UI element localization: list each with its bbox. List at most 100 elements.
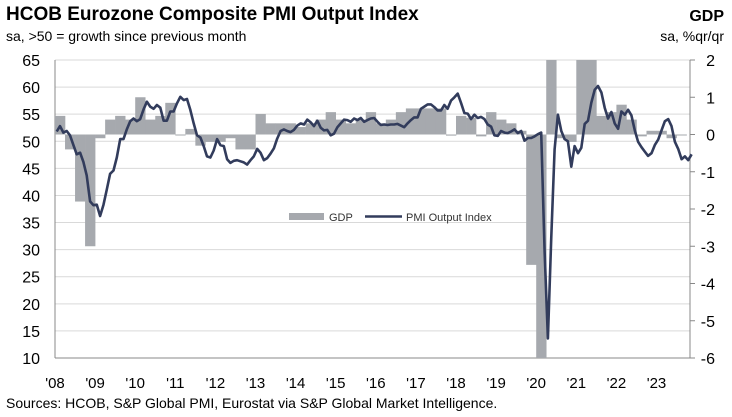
x-tick-label: '14: [286, 375, 306, 392]
gdp-bar: [596, 115, 607, 135]
x-tick-label: '20: [526, 375, 546, 392]
right-tick-label: -4: [701, 277, 715, 294]
x-tick-label: '16: [366, 375, 386, 392]
gdp-bar: [496, 119, 507, 135]
right-tick-label: -1: [701, 165, 715, 182]
gdp-bar: [205, 134, 216, 142]
gdp-bar: [325, 112, 336, 135]
gdp-bar: [285, 123, 296, 135]
x-tick-label: '15: [326, 375, 346, 392]
gdp-bar: [546, 60, 557, 135]
gdp-bar: [335, 119, 347, 135]
chart-title: HCOB Eurozone Composite PMI Output Index: [6, 4, 419, 25]
gdp-bar: [295, 127, 306, 135]
gdp-bar: [265, 123, 276, 135]
right-axis-subtitle: sa, %qr/qr: [660, 28, 724, 44]
gdp-bar: [626, 119, 637, 135]
x-tick-label: '17: [406, 375, 426, 392]
right-tick-label: -5: [701, 314, 715, 331]
gdp-bar: [145, 119, 156, 135]
gdp-bar: [365, 112, 377, 135]
gdp-bar: [636, 134, 647, 137]
x-tick-label: '09: [85, 375, 105, 392]
gdp-bar: [65, 134, 76, 150]
left-tick-label: 45: [22, 161, 40, 178]
gdp-bar: [125, 119, 136, 135]
pmi-line: [55, 84, 693, 340]
left-tick-label: 30: [22, 243, 40, 260]
left-tick-label: 35: [22, 216, 40, 233]
x-tick-label: '08: [45, 375, 65, 392]
left-tick-label: 10: [22, 351, 40, 368]
right-axis-title: GDP: [689, 8, 724, 25]
left-tick-label: 15: [22, 324, 40, 341]
gdp-bar: [456, 115, 467, 135]
legend-gdp-swatch: [289, 213, 324, 220]
gdp-bar: [95, 134, 106, 139]
gdp-bar: [385, 119, 397, 135]
right-tick-label: -3: [701, 239, 715, 256]
gdp-bar: [466, 117, 477, 135]
gdp-bar: [185, 128, 196, 135]
gdp-bar: [155, 115, 166, 135]
gdp-bar: [75, 134, 86, 202]
gdp-bar: [345, 123, 357, 135]
gdp-bar: [646, 130, 657, 135]
gdp-bar: [215, 134, 226, 142]
gdp-bar: [115, 115, 126, 135]
left-tick-label: 65: [22, 53, 40, 70]
gdp-bar: [556, 134, 567, 139]
x-tick-label: '11: [166, 375, 184, 392]
left-tick-label: 20: [22, 297, 40, 314]
gdp-bar: [616, 104, 627, 135]
gdp-bar: [576, 60, 587, 135]
gdp-bar: [566, 134, 577, 142]
x-tick-label: '13: [246, 375, 266, 392]
x-tick-label: '21: [567, 375, 587, 392]
right-tick-label: 1: [706, 90, 715, 107]
gdp-bar: [375, 123, 387, 135]
legend-pmi-label: PMI Output Index: [406, 212, 492, 224]
gdp-bar: [536, 134, 547, 358]
gdp-bar: [245, 134, 256, 150]
gdp-bar: [445, 134, 457, 136]
gdp-bar: [526, 134, 537, 265]
gdp-bar: [606, 112, 617, 135]
left-tick-label: 40: [22, 188, 40, 205]
left-tick-label: 60: [22, 80, 40, 97]
gdp-bar: [435, 108, 447, 135]
x-tick-label: '10: [125, 375, 145, 392]
source-note: Sources: HCOB, S&P Global PMI, Eurostat …: [6, 395, 498, 411]
right-tick-label: 0: [706, 128, 715, 145]
left-tick-label: 25: [22, 270, 40, 287]
gdp-bar: [415, 108, 427, 135]
gdp-bar: [355, 119, 367, 135]
gdp-bar: [305, 123, 316, 135]
chart-subtitle: sa, >50 = growth since previous month: [6, 28, 247, 44]
gdp-bar: [476, 134, 487, 137]
x-tick-label: '23: [647, 375, 667, 392]
x-tick-label: '19: [486, 375, 506, 392]
gdp-bar: [666, 134, 677, 139]
left-tick-label: 50: [22, 134, 40, 151]
x-tick-label: '12: [206, 375, 226, 392]
x-tick-label: '18: [446, 375, 466, 392]
x-tick-label: '22: [607, 375, 627, 392]
right-tick-label: -6: [701, 351, 715, 368]
legend-gdp-label: GDP: [329, 212, 353, 224]
gdp-bar: [175, 134, 186, 136]
gdp-bar: [275, 123, 286, 135]
gdp-bar: [235, 134, 246, 150]
right-tick-label: -2: [701, 202, 715, 219]
left-tick-label: 55: [22, 107, 40, 124]
gdp-bar: [676, 134, 687, 136]
gdp-bar: [486, 112, 497, 135]
gdp-bar: [225, 134, 236, 139]
right-tick-label: 2: [706, 53, 715, 70]
gdp-bar: [395, 112, 407, 135]
gdp-bar: [425, 108, 437, 135]
gdp-bar: [165, 102, 176, 135]
gdp-bar: [105, 119, 116, 135]
